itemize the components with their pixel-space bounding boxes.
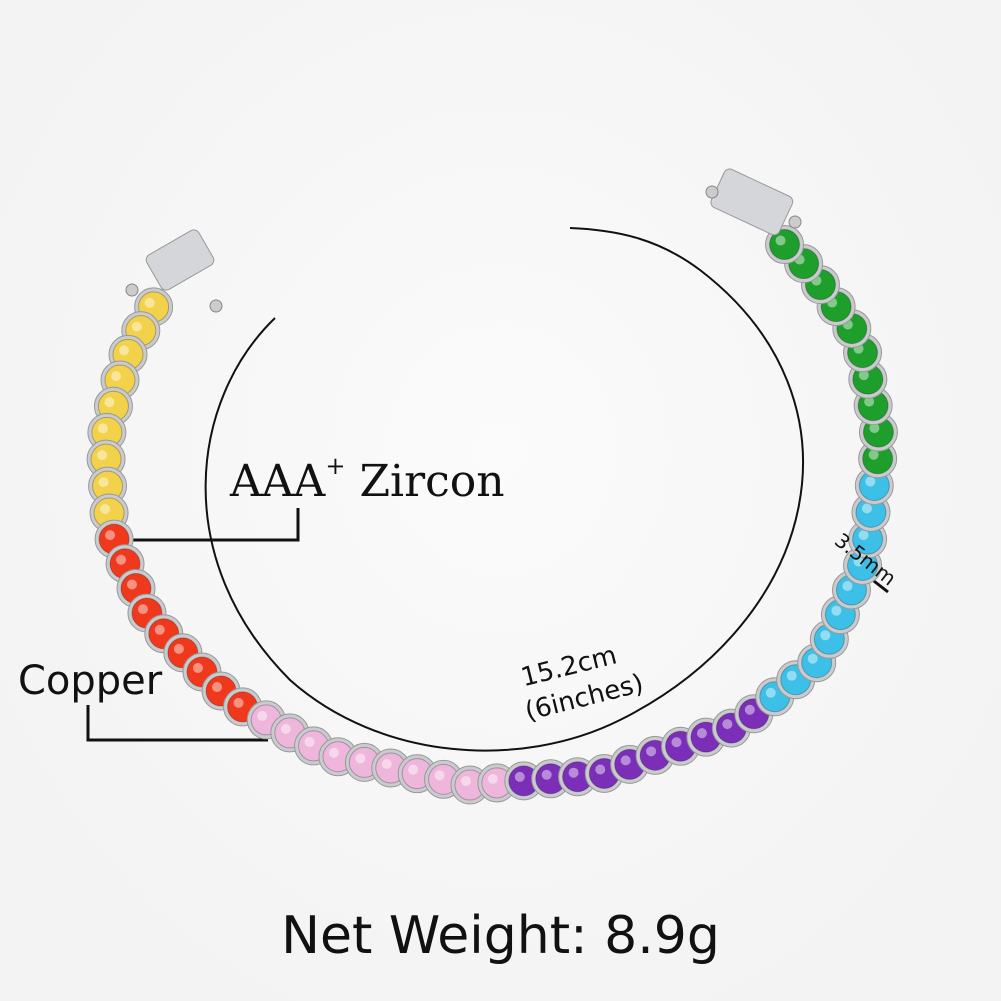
stone-highlight <box>105 530 116 541</box>
copper-label: Copper <box>18 658 163 704</box>
stone-highlight <box>861 503 872 514</box>
bracelet-chain <box>86 225 898 805</box>
stone-highlight <box>722 719 733 730</box>
stone-highlight <box>110 371 121 382</box>
stone-highlight <box>765 687 776 698</box>
stone-highlight <box>212 682 223 693</box>
stone-highlight <box>119 345 130 356</box>
stone-highlight <box>100 504 111 515</box>
stone-highlight <box>144 297 155 308</box>
stone-highlight <box>696 728 707 739</box>
stone-highlight <box>595 764 606 775</box>
stone-highlight <box>355 753 366 764</box>
stone-highlight <box>304 736 315 747</box>
stone-highlight <box>487 773 498 784</box>
stone-highlight <box>116 554 127 565</box>
stone-highlight <box>514 771 525 782</box>
net-weight-label: Net Weight: 8.9g <box>281 906 720 966</box>
stone-highlight <box>137 604 148 615</box>
stone-highlight <box>865 476 876 487</box>
clasp-left <box>125 229 223 313</box>
stone-highlight <box>434 770 445 781</box>
stone-highlight <box>853 556 864 567</box>
stone-highlight <box>173 643 184 654</box>
stone-highlight <box>126 579 137 590</box>
stone-highlight <box>786 670 797 681</box>
stone-highlight <box>131 321 142 332</box>
stone-highlight <box>744 704 755 715</box>
circumference-arc <box>204 227 804 752</box>
stone-highlight <box>460 775 471 786</box>
stone-highlight <box>864 396 875 407</box>
stone-highlight <box>620 755 631 766</box>
stone-highlight <box>858 370 869 381</box>
green-stone <box>769 229 801 261</box>
stone-highlight <box>869 423 880 434</box>
stone-highlight <box>820 630 831 641</box>
stone-highlight <box>98 477 109 488</box>
stone-highlight <box>192 662 203 673</box>
zircon-leader-line <box>118 508 300 542</box>
stone-highlight <box>408 764 419 775</box>
grade-plus: + <box>325 452 346 480</box>
stone-highlight <box>257 710 268 721</box>
stone-highlight <box>858 530 869 541</box>
stone-highlight <box>97 423 108 434</box>
stone-highlight <box>807 653 818 664</box>
stone-highlight <box>831 605 842 616</box>
stone-highlight <box>328 747 339 758</box>
stone-highlight <box>671 737 682 748</box>
stone-highlight <box>646 746 657 757</box>
stone-highlight <box>568 767 579 778</box>
grade-text: AAA <box>230 456 326 507</box>
stone-highlight <box>104 397 115 408</box>
material-text: Zircon <box>359 456 505 507</box>
clasp-right <box>705 168 802 236</box>
stone-highlight <box>381 759 392 770</box>
stone-highlight <box>868 449 879 460</box>
stone-highlight <box>541 769 552 780</box>
stone-highlight <box>97 450 108 461</box>
stone-highlight <box>775 235 786 246</box>
stone-highlight <box>233 697 244 708</box>
stone-highlight <box>842 581 853 592</box>
stone-highlight <box>280 723 291 734</box>
copper-leader-line <box>86 705 268 742</box>
zircon-label: AAA+ Zircon <box>230 452 505 507</box>
stone-highlight <box>154 624 165 635</box>
